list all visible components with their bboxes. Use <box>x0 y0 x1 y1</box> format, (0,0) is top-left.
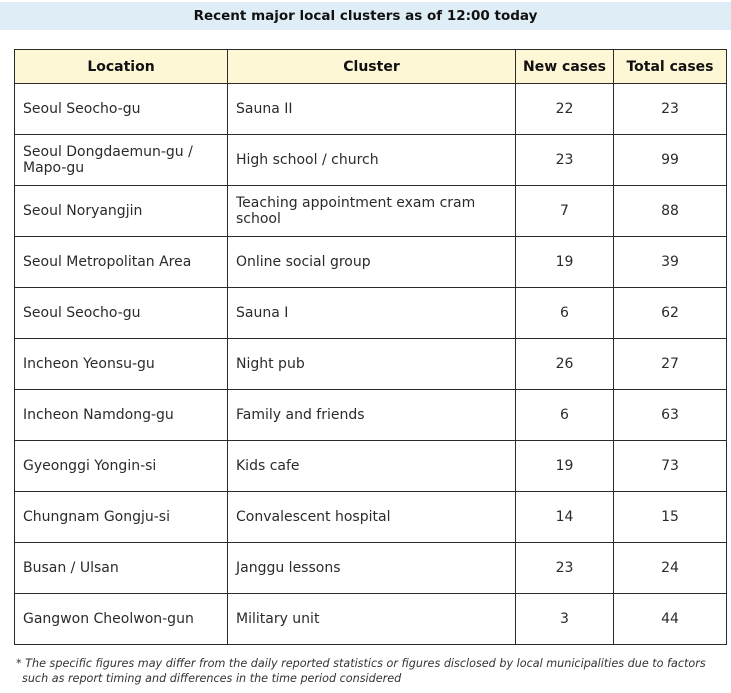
location-cell: Incheon Namdong-gu <box>14 389 228 441</box>
table-row: Seoul Seocho-gu Sauna I 6 62 <box>14 287 727 339</box>
cluster-cell: Convalescent hospital <box>227 491 516 543</box>
new-cases-cell: 22 <box>515 83 614 135</box>
location-cell: Gangwon Cheolwon-gun <box>14 593 228 645</box>
column-header-total-cases: Total cases <box>613 49 727 84</box>
cluster-cell: Family and friends <box>227 389 516 441</box>
new-cases-cell: 6 <box>515 389 614 441</box>
location-cell: Gyeonggi Yongin-si <box>14 440 228 492</box>
new-cases-cell: 6 <box>515 287 614 339</box>
page-title: Recent major local clusters as of 12:00 … <box>0 2 731 30</box>
table-row: Incheon Namdong-gu Family and friends 6 … <box>14 389 727 441</box>
new-cases-cell: 19 <box>515 440 614 492</box>
new-cases-cell: 23 <box>515 542 614 594</box>
new-cases-cell: 26 <box>515 338 614 390</box>
total-cases-cell: 24 <box>613 542 727 594</box>
cluster-cell: Online social group <box>227 236 516 288</box>
total-cases-cell: 15 <box>613 491 727 543</box>
cluster-cell: Night pub <box>227 338 516 390</box>
cluster-cell: Kids cafe <box>227 440 516 492</box>
table-row: Gangwon Cheolwon-gun Military unit 3 44 <box>14 593 727 645</box>
new-cases-cell: 14 <box>515 491 614 543</box>
location-cell: Incheon Yeonsu-gu <box>14 338 228 390</box>
table-row: Seoul Dongdaemun-gu / Mapo-gu High schoo… <box>14 134 727 186</box>
cluster-cell: Sauna I <box>227 287 516 339</box>
cluster-cell: Janggu lessons <box>227 542 516 594</box>
location-cell: Seoul Noryangjin <box>14 185 228 237</box>
footnote: * The specific figures may differ from t… <box>16 657 706 685</box>
total-cases-cell: 23 <box>613 83 727 135</box>
table-row: Gyeonggi Yongin-si Kids cafe 19 73 <box>14 440 727 492</box>
new-cases-cell: 19 <box>515 236 614 288</box>
cluster-cell: High school / church <box>227 134 516 186</box>
table-row: Seoul Seocho-gu Sauna II 22 23 <box>14 83 727 135</box>
location-cell: Seoul Seocho-gu <box>14 83 228 135</box>
total-cases-cell: 27 <box>613 338 727 390</box>
new-cases-cell: 3 <box>515 593 614 645</box>
column-header-location: Location <box>14 49 228 84</box>
total-cases-cell: 63 <box>613 389 727 441</box>
column-header-new-cases: New cases <box>515 49 614 84</box>
cluster-cell: Sauna II <box>227 83 516 135</box>
location-cell: Seoul Metropolitan Area <box>14 236 228 288</box>
location-cell: Busan / Ulsan <box>14 542 228 594</box>
total-cases-cell: 44 <box>613 593 727 645</box>
cluster-cell: Military unit <box>227 593 516 645</box>
new-cases-cell: 7 <box>515 185 614 237</box>
total-cases-cell: 88 <box>613 185 727 237</box>
total-cases-cell: 99 <box>613 134 727 186</box>
table-row: Chungnam Gongju-si Convalescent hospital… <box>14 491 727 543</box>
location-cell: Seoul Dongdaemun-gu / Mapo-gu <box>14 134 228 186</box>
clusters-table: Location Cluster New cases Total cases S… <box>14 49 727 645</box>
total-cases-cell: 73 <box>613 440 727 492</box>
table-header-row: Location Cluster New cases Total cases <box>14 49 727 84</box>
new-cases-cell: 23 <box>515 134 614 186</box>
cluster-cell: Teaching appointment exam cram school <box>227 185 516 237</box>
location-cell: Seoul Seocho-gu <box>14 287 228 339</box>
table-row: Busan / Ulsan Janggu lessons 23 24 <box>14 542 727 594</box>
location-cell: Chungnam Gongju-si <box>14 491 228 543</box>
table-row: Seoul Noryangjin Teaching appointment ex… <box>14 185 727 237</box>
total-cases-cell: 62 <box>613 287 727 339</box>
table-row: Seoul Metropolitan Area Online social gr… <box>14 236 727 288</box>
table-row: Incheon Yeonsu-gu Night pub 26 27 <box>14 338 727 390</box>
column-header-cluster: Cluster <box>227 49 516 84</box>
total-cases-cell: 39 <box>613 236 727 288</box>
